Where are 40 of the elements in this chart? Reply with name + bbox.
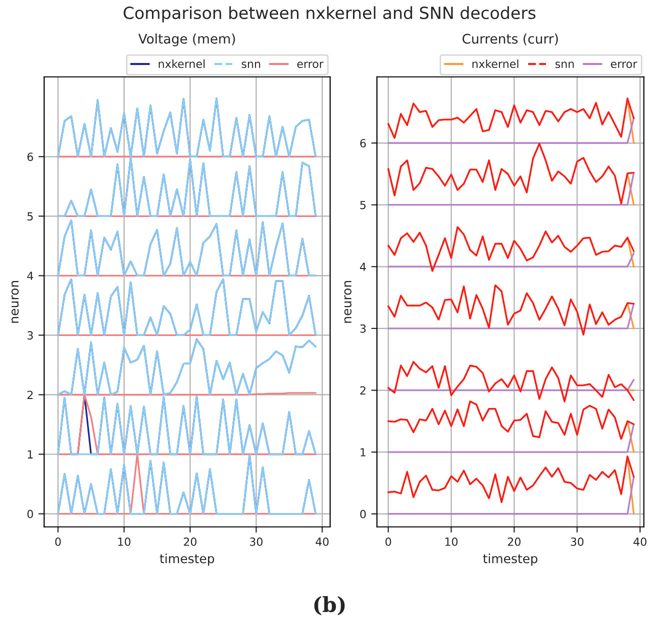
- x-tick-label: 0: [55, 537, 61, 546]
- legend-label: nxkernel: [472, 59, 518, 68]
- y-tick-label: 6: [27, 152, 34, 162]
- y-tick-label: 0: [27, 510, 33, 518]
- text: Comparison between nxkernel and SNN decoders: [124, 6, 536, 22]
- x-tick-label: 40: [316, 537, 329, 546]
- legend-label: error: [297, 62, 324, 68]
- legend-label: snn: [242, 62, 260, 68]
- x-tick-label: 30: [570, 537, 584, 546]
- x-tick-label: 20: [184, 537, 196, 546]
- y-tick-label: 4: [360, 262, 366, 271]
- y-tick-label: 2: [360, 386, 366, 394]
- legend-label: error: [610, 62, 638, 68]
- y-axis-title: neuron: [344, 280, 352, 323]
- x-axis-title: timestep: [483, 554, 538, 566]
- line-series: [387, 400, 635, 440]
- x-tick-label: 40: [634, 537, 646, 546]
- chart-title: Voltage (mem): [138, 34, 235, 46]
- chart-title: Currents (curr): [462, 34, 558, 46]
- y-tick-label: 2: [27, 390, 33, 399]
- x-tick-label: 10: [118, 537, 130, 546]
- x-axis-title: timestep: [160, 554, 214, 566]
- legend-label: snn: [555, 62, 574, 68]
- text: (b): [314, 596, 345, 616]
- y-tick-label: 6: [360, 138, 366, 148]
- x-tick-label: 0: [385, 537, 392, 546]
- y-tick-label: 1: [360, 448, 366, 456]
- y-axis-title: neuron: [12, 280, 19, 323]
- y-tick-label: 3: [360, 324, 366, 333]
- legend-label: nxkernel: [158, 59, 205, 68]
- x-tick-label: 20: [508, 537, 521, 546]
- y-tick-label: 1: [28, 450, 33, 458]
- y-tick-label: 4: [27, 272, 34, 280]
- x-tick-label: 30: [250, 537, 263, 546]
- y-tick-label: 0: [360, 510, 366, 518]
- y-tick-label: 5: [360, 200, 366, 210]
- line-series: [387, 456, 635, 503]
- x-tick-label: 10: [445, 537, 458, 546]
- y-tick-label: 3: [28, 331, 33, 340]
- y-tick-label: 5: [28, 212, 33, 221]
